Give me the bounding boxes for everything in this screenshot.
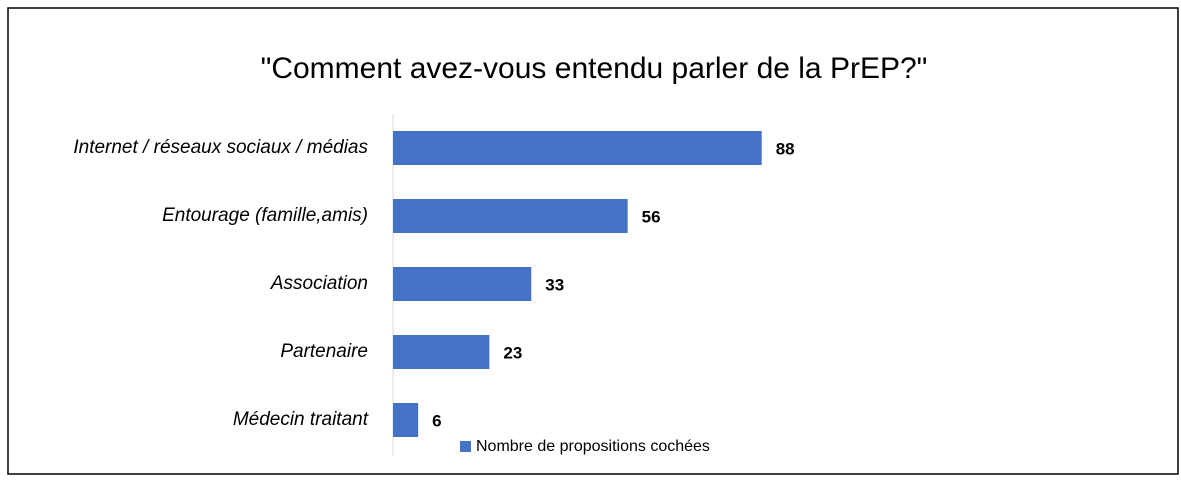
y-tick-label: Association xyxy=(270,273,368,294)
data-label: 6 xyxy=(432,411,441,430)
chart-title: "Comment avez-vous entendu parler de la … xyxy=(261,52,928,85)
y-tick-label: Internet / réseaux sociaux / médias xyxy=(73,137,368,158)
y-tick-label: Entourage (famille,amis) xyxy=(162,205,368,226)
bar xyxy=(393,335,490,369)
chart-border xyxy=(7,7,1179,475)
bar xyxy=(393,267,532,301)
data-label: 88 xyxy=(776,139,795,158)
bar xyxy=(393,199,628,233)
data-label: 56 xyxy=(642,207,661,226)
data-label: 23 xyxy=(503,343,522,362)
data-label: 33 xyxy=(545,275,564,294)
legend-swatch xyxy=(460,441,471,452)
y-tick-label: Médecin traitant xyxy=(233,409,369,430)
y-tick-label: Partenaire xyxy=(280,341,368,362)
bar xyxy=(393,131,762,165)
legend-label: Nombre de propositions cochées xyxy=(476,438,710,455)
bar xyxy=(393,403,419,437)
